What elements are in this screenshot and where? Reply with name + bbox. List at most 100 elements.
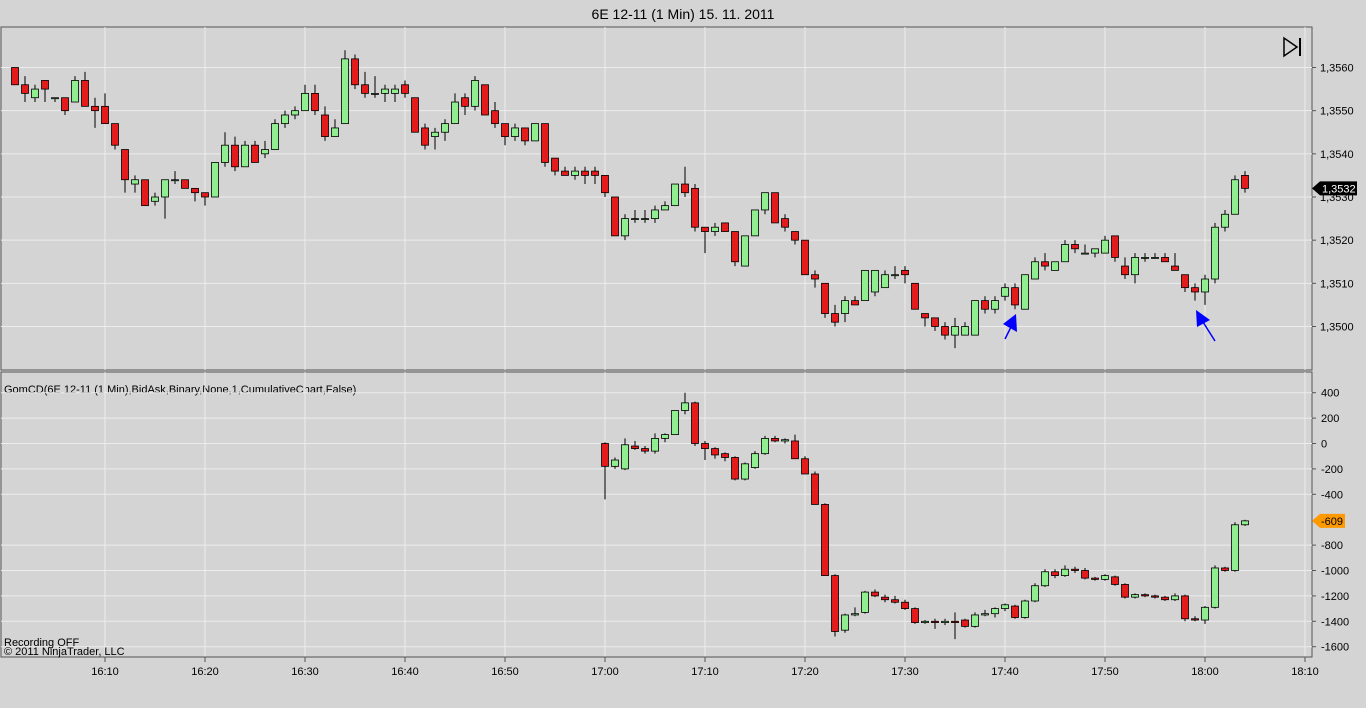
price-candle-60	[611, 196, 619, 237]
price-candle-21	[221, 132, 229, 167]
cd-candle-2	[621, 438, 629, 471]
time-tick-label-6: 17:10	[691, 666, 719, 678]
cd-candle-31	[911, 607, 919, 624]
cd-candle-40	[1001, 603, 1009, 612]
price-candle-103	[1041, 253, 1049, 271]
cd-candle-42	[1021, 599, 1029, 619]
cd-candle-56	[1161, 595, 1169, 601]
cd-candle-44	[1041, 569, 1049, 588]
cd-candle-19	[791, 434, 799, 460]
price-candle-116	[1171, 253, 1179, 271]
price-candle-120	[1211, 222, 1219, 284]
price-candle-112	[1131, 253, 1139, 284]
price-candle-27	[281, 110, 289, 128]
price-candle-11	[121, 149, 129, 193]
cd-candle-59	[1191, 616, 1199, 622]
price-candle-26	[271, 119, 279, 150]
cd-candle-53	[1131, 593, 1139, 599]
cumulative-delta-panel[interactable]: GomCD(6E 12-11 (1 Min),BidAsk,Binary,Non…	[0, 371, 1313, 658]
price-candle-65	[661, 201, 669, 211]
price-candle-91	[921, 313, 929, 327]
price-candle-62	[631, 209, 639, 223]
cd-candle-3	[631, 440, 639, 450]
price-candle-43	[441, 119, 449, 141]
price-candle-56	[571, 166, 579, 180]
price-candle-58	[591, 166, 599, 185]
price-candle-37	[381, 84, 389, 103]
cd-candle-32	[921, 620, 929, 624]
price-candle-57	[581, 166, 589, 185]
cd-candle-24	[841, 613, 849, 633]
price-candle-83	[841, 296, 849, 323]
time-tick-label-12: 18:10	[1291, 666, 1319, 678]
time-tick-label-3: 16:40	[391, 666, 419, 678]
price-candle-106	[1071, 240, 1079, 254]
price-candle-9	[101, 93, 109, 125]
chart-title: 6E 12-11 (1 Min) 15. 11. 2011	[592, 6, 775, 22]
price-candle-63	[641, 209, 649, 223]
price-candle-113	[1141, 253, 1149, 262]
cd-tick-label-7: -1000	[1321, 566, 1349, 578]
time-tick-label-11: 18:00	[1191, 666, 1219, 678]
price-candle-66	[671, 183, 679, 207]
price-panel[interactable]	[0, 26, 1313, 371]
recording-status: Recording OFF	[4, 637, 79, 649]
price-candle-99	[1001, 283, 1009, 301]
price-candle-54	[551, 157, 559, 176]
cd-tick-label-6: -800	[1321, 540, 1343, 552]
price-candle-84	[851, 296, 859, 306]
cd-candle-7	[671, 410, 679, 436]
cd-candle-5	[651, 433, 659, 454]
arrow-annotation-1	[1003, 314, 1017, 340]
time-axis: 16:10 16:20 16:30 16:40 16:50 17:00 17:10 17:20…	[1, 656, 1319, 678]
cd-tick-label-3: -200	[1321, 464, 1343, 476]
cd-candle-1	[611, 457, 619, 469]
price-candle-70	[711, 222, 719, 236]
cd-candle-0	[601, 442, 609, 500]
price-candle-75	[761, 192, 769, 215]
price-candle-78	[791, 231, 799, 245]
price-candle-88	[891, 266, 899, 280]
last-cd-marker: -609	[1312, 513, 1345, 528]
price-candle-118	[1191, 283, 1199, 301]
price-candle-111	[1121, 257, 1129, 280]
copyright-notice: © 2011 NinjaTrader, LLC	[4, 646, 125, 658]
cd-candle-51	[1111, 575, 1119, 586]
cd-candle-61	[1211, 565, 1219, 609]
price-candle-1	[21, 76, 29, 103]
price-candle-121	[1221, 209, 1229, 232]
price-tick-label-4: 1,3540	[1320, 149, 1354, 161]
cd-candle-15	[751, 451, 759, 469]
cd-candle-52	[1121, 583, 1129, 599]
cd-candle-22	[821, 503, 829, 576]
price-candle-81	[821, 282, 829, 318]
price-candle-115	[1161, 253, 1169, 263]
price-candle-16	[171, 171, 179, 185]
time-tick-label-10: 17:50	[1091, 666, 1119, 678]
price-candle-86	[871, 269, 879, 297]
price-candle-104	[1051, 261, 1059, 271]
price-candle-74	[751, 209, 759, 237]
price-candle-72	[731, 231, 739, 267]
price-candle-64	[651, 205, 659, 223]
price-candle-23	[241, 140, 249, 168]
cd-candle-45	[1051, 569, 1059, 579]
cd-candle-30	[901, 599, 909, 610]
price-candle-105	[1061, 240, 1069, 263]
price-candle-85	[861, 269, 869, 301]
price-candle-94	[951, 317, 959, 349]
cd-candle-43	[1031, 583, 1039, 603]
skip-to-end-icon[interactable]	[1280, 35, 1304, 59]
price-candle-97	[981, 296, 989, 314]
price-candle-59	[601, 175, 609, 197]
cd-candle-36	[961, 618, 969, 628]
price-candle-31	[321, 106, 329, 141]
price-candle-34	[351, 54, 359, 90]
price-candle-35	[361, 71, 369, 98]
cd-candle-10	[701, 440, 709, 461]
price-candle-42	[431, 127, 439, 150]
cd-candle-35	[951, 612, 959, 640]
price-candle-41	[421, 123, 429, 150]
cd-panel-frame	[0, 371, 1313, 658]
